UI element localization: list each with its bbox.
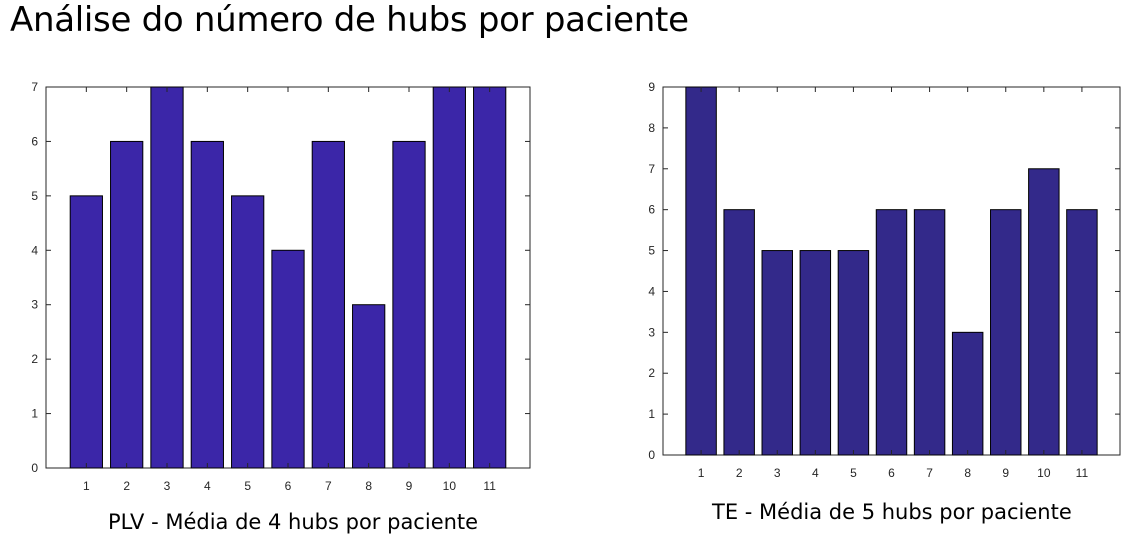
plv-ytick-label: 4: [31, 243, 38, 257]
plv-xtick-label: 1: [83, 479, 90, 493]
te-xtick-label: 11: [1076, 466, 1089, 480]
te-xtick-label: 6: [888, 466, 895, 480]
te-bar-5: [837, 250, 870, 456]
plv-bar-9: [392, 140, 426, 469]
plv-ytick-label: 2: [31, 352, 38, 366]
te-bar-6: [875, 209, 908, 456]
plv-xtick-label: 11: [483, 479, 496, 493]
te-xtick-label: 5: [850, 466, 857, 480]
te-bar-7: [913, 209, 946, 456]
page-title: Análise do número de hubs por paciente: [10, 0, 689, 40]
te-xtick-label: 1: [698, 466, 705, 480]
plv-ytick-label: 0: [31, 461, 38, 475]
te-bar-9: [990, 209, 1022, 456]
plv-bar-6: [271, 249, 305, 469]
plv-bar-3: [150, 86, 184, 469]
te-caption: TE - Média de 5 hubs por paciente: [712, 500, 1072, 524]
plv-xtick-label: 3: [164, 479, 171, 493]
te-ytick-label: 0: [648, 448, 655, 462]
plv-caption: PLV - Média de 4 hubs por paciente: [108, 510, 479, 534]
te-xtick-label: 3: [774, 466, 781, 480]
te-bar-10: [1028, 168, 1060, 456]
te-ytick-label: 5: [648, 244, 655, 258]
te-xtick-label: 10: [1037, 466, 1051, 480]
te-ytick-label: 6: [648, 203, 655, 217]
plv-xtick-label: 2: [123, 479, 130, 493]
plv-xtick-label: 9: [406, 479, 413, 493]
plv-bar-2: [110, 140, 144, 469]
plv-ytick-label: 6: [31, 134, 38, 148]
plv-ytick-label: 1: [31, 407, 38, 421]
plv-xtick-label: 8: [365, 479, 372, 493]
plv-xtick-label: 5: [244, 479, 251, 493]
plv-ytick-label: 3: [31, 298, 38, 312]
te-ytick-label: 1: [648, 407, 655, 421]
te-bar-4: [799, 250, 832, 456]
plv-bar-7: [311, 140, 345, 469]
te-xtick-label: 8: [964, 466, 971, 480]
te-bar-8: [951, 331, 984, 456]
te-ytick-label: 7: [648, 162, 655, 176]
te-xtick-label: 9: [1002, 466, 1009, 480]
te-ytick-label: 8: [648, 121, 655, 135]
plv-xtick-label: 4: [204, 479, 211, 493]
plv-bar-10: [432, 86, 466, 469]
te-xtick-label: 2: [736, 466, 743, 480]
plv-xtick-label: 7: [325, 479, 332, 493]
te-ytick-label: 4: [648, 284, 655, 298]
te-bar-2: [723, 209, 755, 456]
te-bar-3: [761, 250, 793, 456]
te-ytick-label: 9: [648, 80, 655, 94]
plv-ytick-label: 7: [31, 80, 38, 94]
te-bar-11: [1066, 209, 1098, 456]
te-ytick-label: 2: [648, 366, 655, 380]
plv-ytick-label: 5: [31, 189, 38, 203]
te-xtick-label: 7: [926, 466, 933, 480]
te-xtick-label: 4: [812, 466, 819, 480]
plv-bar-5: [231, 195, 265, 469]
te-bar-1: [685, 86, 717, 456]
plv-bar-8: [352, 304, 386, 469]
plv-xtick-label: 6: [285, 479, 292, 493]
plv-bar-4: [190, 140, 224, 469]
plv-bar-1: [69, 195, 103, 469]
te-ytick-label: 3: [648, 325, 655, 339]
plv-xtick-label: 10: [443, 479, 457, 493]
